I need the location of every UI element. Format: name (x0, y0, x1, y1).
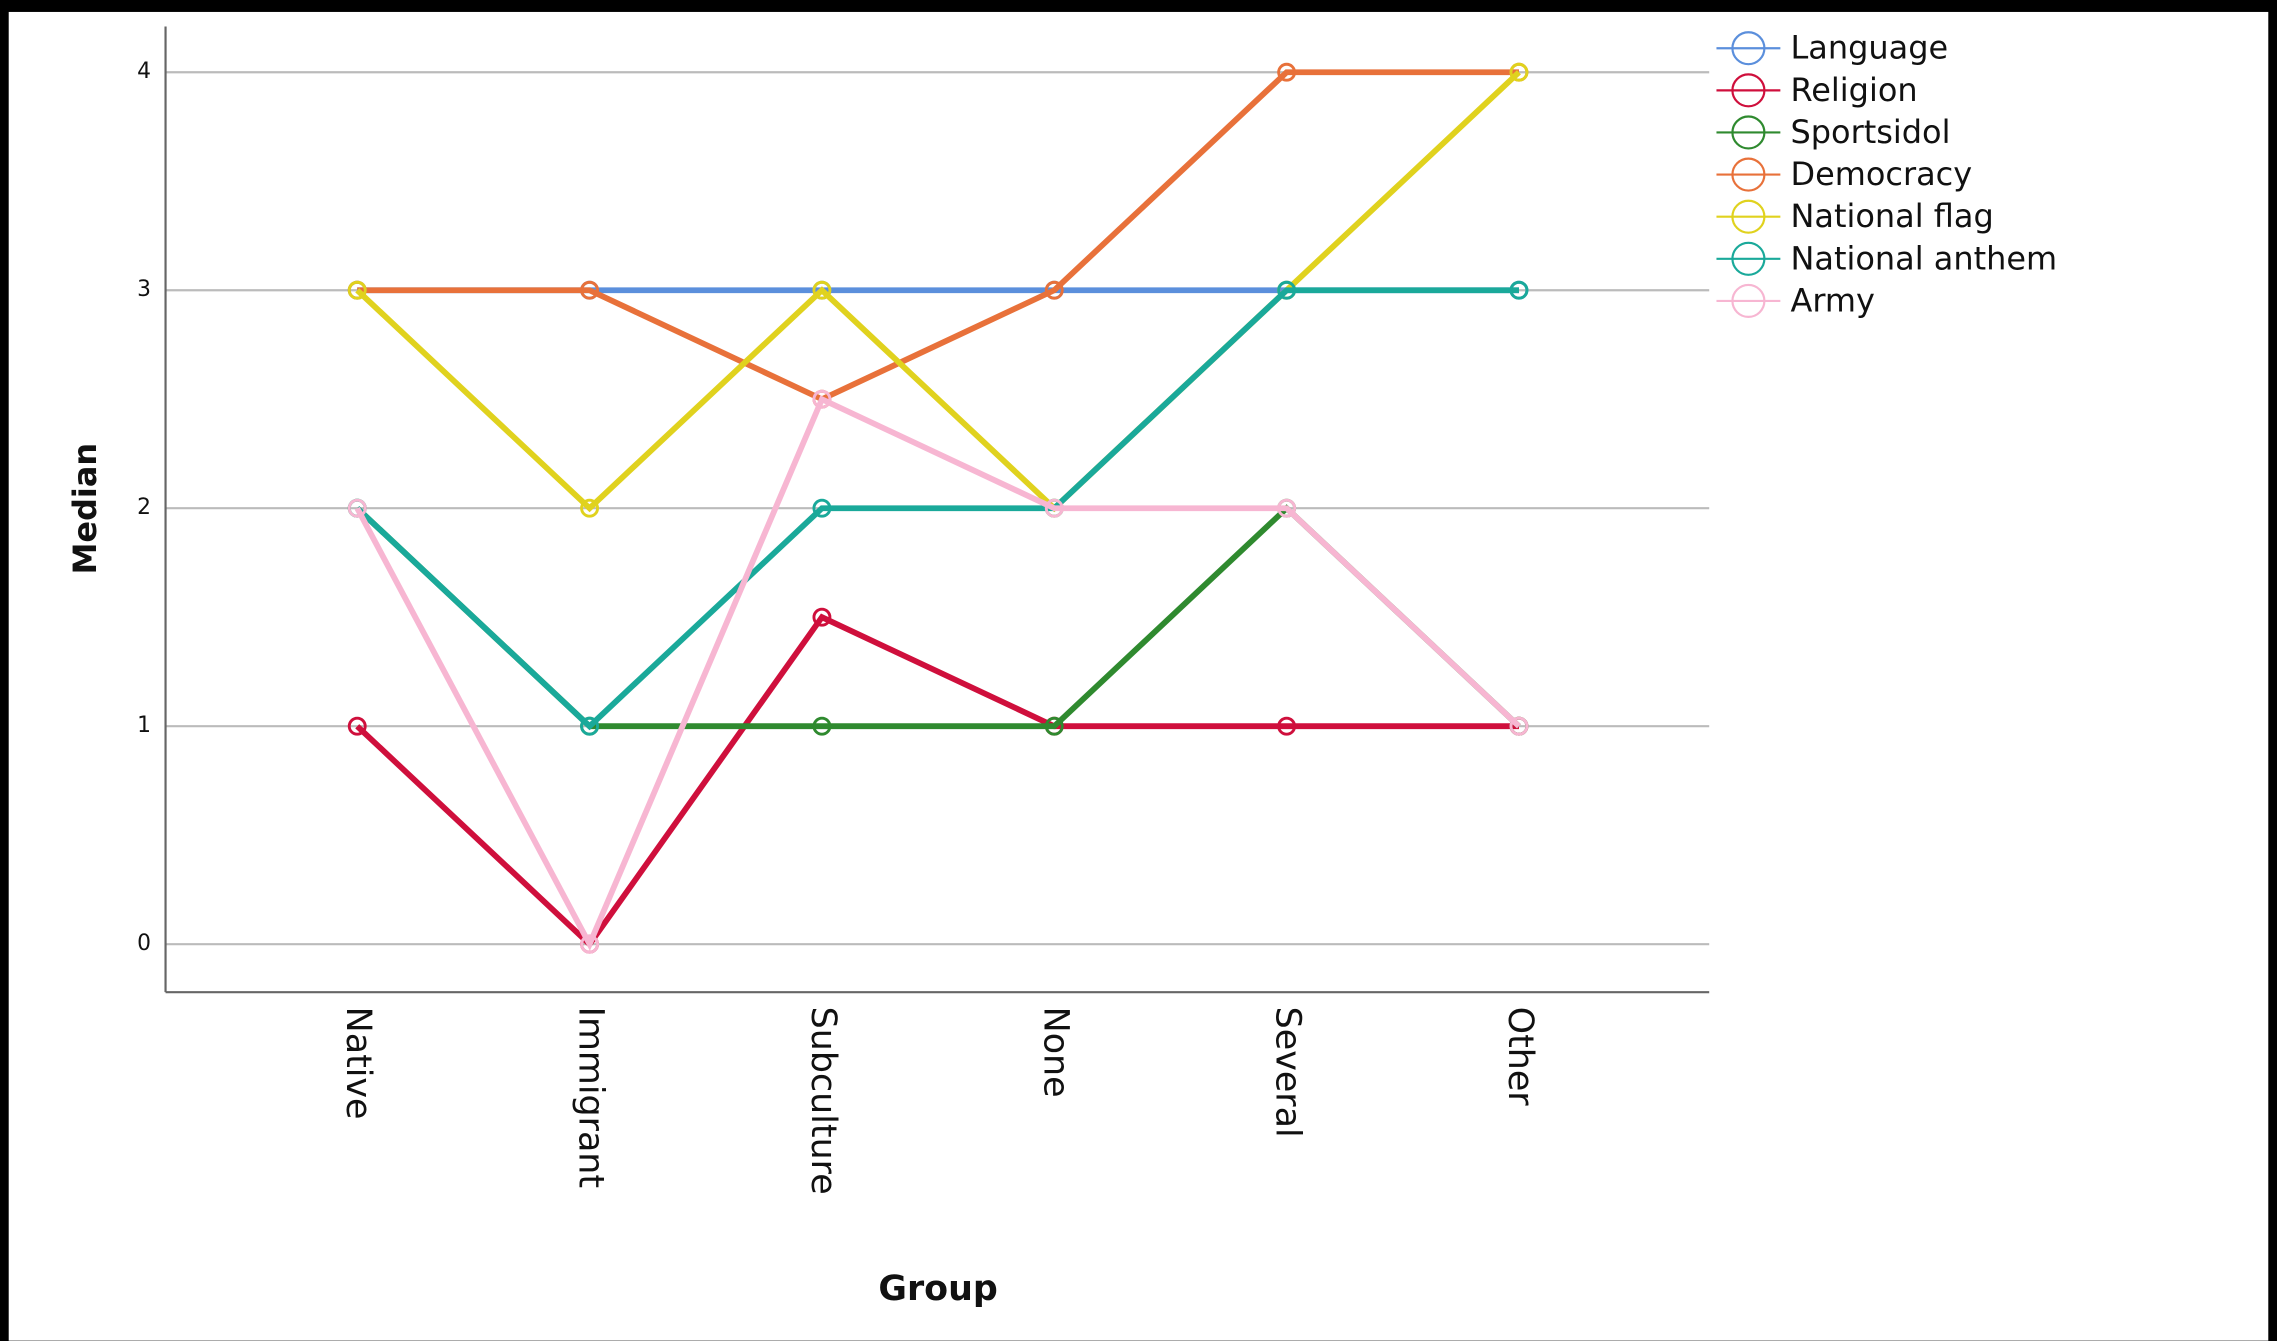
point (1277, 62, 1297, 82)
y-tick-label: 4 (137, 59, 151, 84)
x-tick-label: Immigrant (571, 1007, 611, 1188)
legend-marker (1731, 115, 1766, 150)
point (812, 280, 832, 300)
point (1509, 62, 1529, 82)
point (812, 498, 832, 518)
legend-marker (1731, 31, 1766, 66)
legend-label: Religion (1791, 71, 1918, 109)
x-tick-label: Other (1500, 1007, 1540, 1107)
point (1044, 280, 1064, 300)
x-tick-label: Subculture (803, 1007, 843, 1195)
y-axis-label: Median (66, 443, 104, 575)
legend-marker (1731, 241, 1766, 276)
point (347, 716, 367, 736)
legend-label: Democracy (1791, 155, 1973, 193)
y-tick-label: 3 (137, 277, 151, 302)
point (1044, 716, 1064, 736)
y-tick-label: 0 (137, 931, 151, 956)
legend-label: National anthem (1791, 239, 2058, 277)
y-tick-label: 1 (137, 713, 151, 738)
point (580, 716, 600, 736)
point (1277, 498, 1297, 518)
y-tick-label: 2 (137, 495, 151, 520)
point (1509, 280, 1529, 300)
point (1509, 716, 1529, 736)
x-tick-label: Native (338, 1007, 378, 1120)
point (347, 280, 367, 300)
point (812, 607, 832, 627)
point (580, 934, 600, 954)
background (8, 11, 2269, 1341)
point (1044, 498, 1064, 518)
point (812, 716, 832, 736)
point (1277, 280, 1297, 300)
legend-marker (1731, 199, 1766, 234)
x-tick-label: None (1035, 1007, 1075, 1098)
series-line (357, 69, 1519, 403)
legend-label: National flag (1791, 197, 1994, 235)
series-line (355, 70, 1521, 513)
legend-label: Sportsidol (1791, 113, 1951, 151)
legend-marker (1731, 73, 1766, 108)
legend-label: Army (1791, 281, 1875, 319)
point (580, 280, 600, 300)
series-line (354, 395, 1521, 951)
x-axis-label: Group (878, 1269, 997, 1309)
series-line (355, 613, 1519, 949)
point (580, 498, 600, 518)
legend-label: Language (1791, 29, 1949, 67)
x-tick-label: Several (1268, 1007, 1308, 1138)
point (347, 498, 367, 518)
point (1277, 716, 1297, 736)
legend-marker (1731, 157, 1766, 192)
legend-marker (1731, 283, 1766, 318)
point (812, 389, 832, 409)
series-line (355, 287, 1519, 731)
